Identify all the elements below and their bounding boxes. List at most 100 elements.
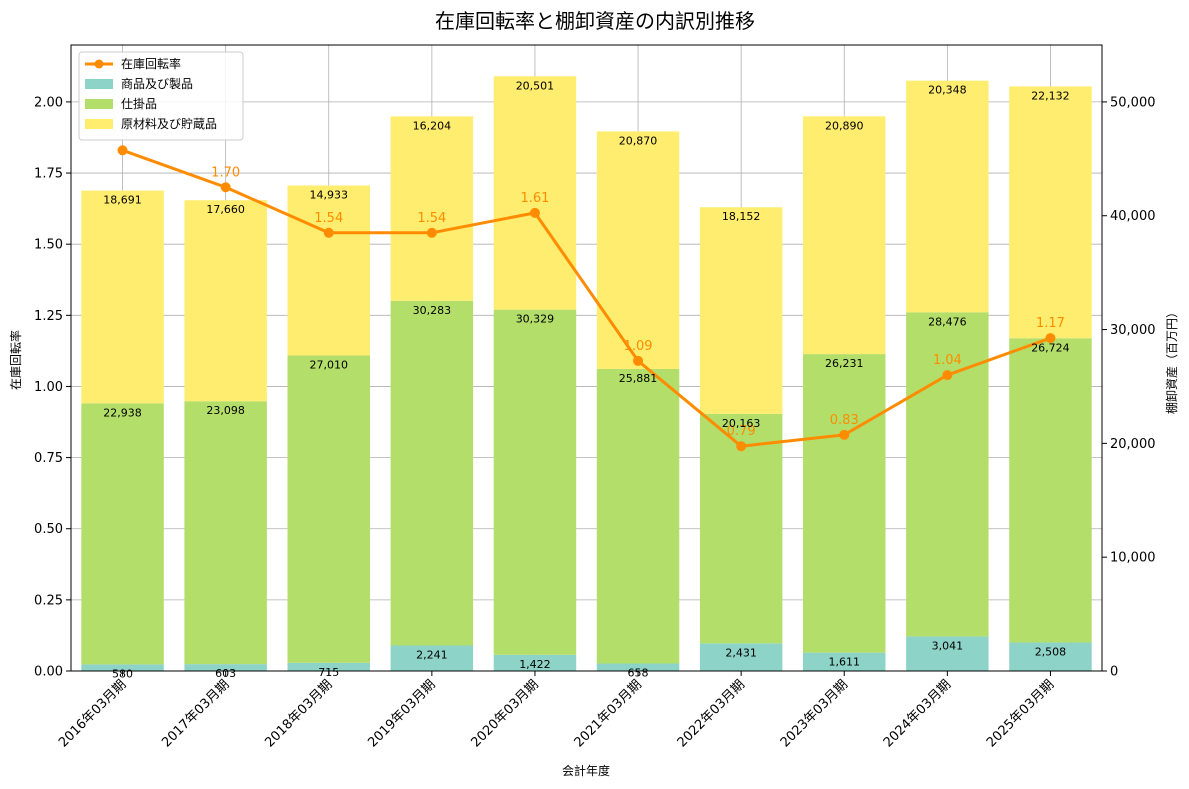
turnover-rate-label: 0.79 <box>727 424 756 439</box>
turnover-rate-label: 1.70 <box>211 165 240 180</box>
plot-frame <box>70 44 1103 672</box>
y-right-tick-label: 30,000 <box>1110 323 1156 338</box>
bar-segment <box>287 355 370 663</box>
legend-box <box>78 51 244 141</box>
turnover-rate-point <box>839 429 850 440</box>
bar-segment <box>287 185 370 356</box>
turnover-rate-line <box>122 148 1051 448</box>
bar-segment <box>287 662 370 671</box>
turnover-rate-point <box>1045 333 1056 344</box>
legend-entry-label: 在庫回転率 <box>121 56 181 71</box>
x-tick-label: 2023年03月期 <box>778 677 851 750</box>
x-tick-label: 2016年03月期 <box>56 677 129 750</box>
legend-entry-label: 仕掛品 <box>121 96 157 111</box>
bar-value-label: 27,010 <box>310 358 349 371</box>
legend-entry-label: 原材料及び貯蔵品 <box>121 117 217 131</box>
bar-value-label: 18,691 <box>103 194 142 207</box>
legend-entry-label: 商品及び製品 <box>121 76 193 91</box>
bar-segment <box>81 403 164 665</box>
bar-segment <box>803 116 886 355</box>
turnover-rate-label: 0.83 <box>830 413 859 428</box>
bar-value-label: 580 <box>112 667 133 680</box>
bar-segment <box>184 664 267 671</box>
x-tick-label: 2021年03月期 <box>572 677 645 750</box>
bar-value-label: 2,508 <box>1035 645 1067 658</box>
y-left-tick-label: 0.50 <box>34 522 63 537</box>
legend-bar-swatch <box>85 79 113 89</box>
bar-value-label: 18,152 <box>722 210 761 223</box>
bar-segment <box>81 190 164 404</box>
turnover-rate-point <box>633 355 644 366</box>
y-right-tick-label: 40,000 <box>1110 209 1156 224</box>
x-tick-label: 2020年03月期 <box>468 677 541 750</box>
x-axis-title: 会計年度 <box>562 763 610 778</box>
x-tick-label: 2017年03月期 <box>159 677 232 750</box>
turnover-rate-point <box>323 227 334 238</box>
turnover-rate-label: 1.54 <box>417 211 446 226</box>
bar-value-label: 22,938 <box>103 406 142 419</box>
bar-value-label: 2,241 <box>416 648 448 661</box>
turnover-rate-label: 1.04 <box>933 353 962 368</box>
bar-segment <box>493 76 577 310</box>
turnover-rate-point <box>942 370 953 381</box>
legend-marker-swatch <box>94 59 104 69</box>
y-right-tick-label: 10,000 <box>1110 551 1156 566</box>
chart-title: 在庫回転率と棚卸資産の内訳別推移 <box>435 9 755 33</box>
turnover-rate-label: 1.09 <box>624 339 653 354</box>
y-left-tick-label: 1.50 <box>34 238 63 253</box>
bar-value-label: 22,132 <box>1031 89 1070 102</box>
bar-segment <box>906 636 989 671</box>
bar-value-label: 17,660 <box>206 203 245 216</box>
y-left-tick-label: 1.00 <box>34 380 63 395</box>
bar-value-label: 20,870 <box>619 134 658 147</box>
bar-value-label: 2,431 <box>725 646 757 659</box>
y-right-tick-label: 0 <box>1110 665 1118 680</box>
bar-value-label: 658 <box>628 667 649 680</box>
bar-segment <box>1009 642 1092 671</box>
y-right-tick-label: 20,000 <box>1110 437 1156 452</box>
x-tick-label: 2018年03月期 <box>262 677 335 750</box>
x-tick-label: 2019年03月期 <box>365 677 438 750</box>
turnover-rate-label: 1.17 <box>1036 316 1065 331</box>
bar-segment <box>803 354 886 653</box>
turnover-rate-point <box>529 207 540 218</box>
turnover-rate-point <box>736 441 747 452</box>
bar-segment <box>906 80 989 313</box>
bar-value-label: 20,890 <box>825 119 864 132</box>
bar-value-label: 23,098 <box>206 404 245 417</box>
bar-segment <box>596 368 680 664</box>
legend-bar-swatch <box>85 99 113 109</box>
y-left-tick-label: 0.00 <box>34 665 63 680</box>
bar-segment <box>803 652 886 671</box>
bar-value-label: 1,611 <box>829 656 861 669</box>
y-left-tick-label: 1.25 <box>34 309 63 324</box>
bar-value-label: 1,422 <box>519 658 551 671</box>
bar-value-label: 14,933 <box>310 188 349 201</box>
y-left-tick-label: 1.75 <box>34 167 63 182</box>
bar-segment <box>184 200 267 402</box>
bar-value-label: 603 <box>215 667 236 680</box>
y-left-tick-label: 2.00 <box>34 95 63 110</box>
bar-segment <box>699 643 783 671</box>
turnover-rate-point <box>220 182 231 193</box>
bar-segment <box>1009 338 1092 643</box>
bar-segment <box>390 645 474 671</box>
legend-bar-swatch <box>85 119 113 129</box>
x-tick-label: 2025年03月期 <box>984 677 1057 750</box>
bar-value-label: 30,283 <box>413 304 452 317</box>
bar-segment <box>1009 86 1092 339</box>
bar-value-label: 715 <box>318 666 339 679</box>
turnover-rate-point <box>426 227 437 238</box>
x-tick-label: 2022年03月期 <box>675 677 748 750</box>
y-axis-left-title: 在庫回転率 <box>8 330 23 390</box>
turnover-rate-point <box>117 145 128 156</box>
y-left-tick-label: 0.25 <box>34 593 63 608</box>
bar-segment <box>184 401 267 665</box>
y-axis-right-title: 棚卸資産（百万円） <box>1164 306 1179 414</box>
bar-segment <box>81 664 164 671</box>
bar-value-label: 20,163 <box>722 417 761 430</box>
y-left-tick-label: 0.75 <box>34 451 63 466</box>
bar-segment <box>699 207 783 414</box>
bar-segment <box>596 131 680 369</box>
